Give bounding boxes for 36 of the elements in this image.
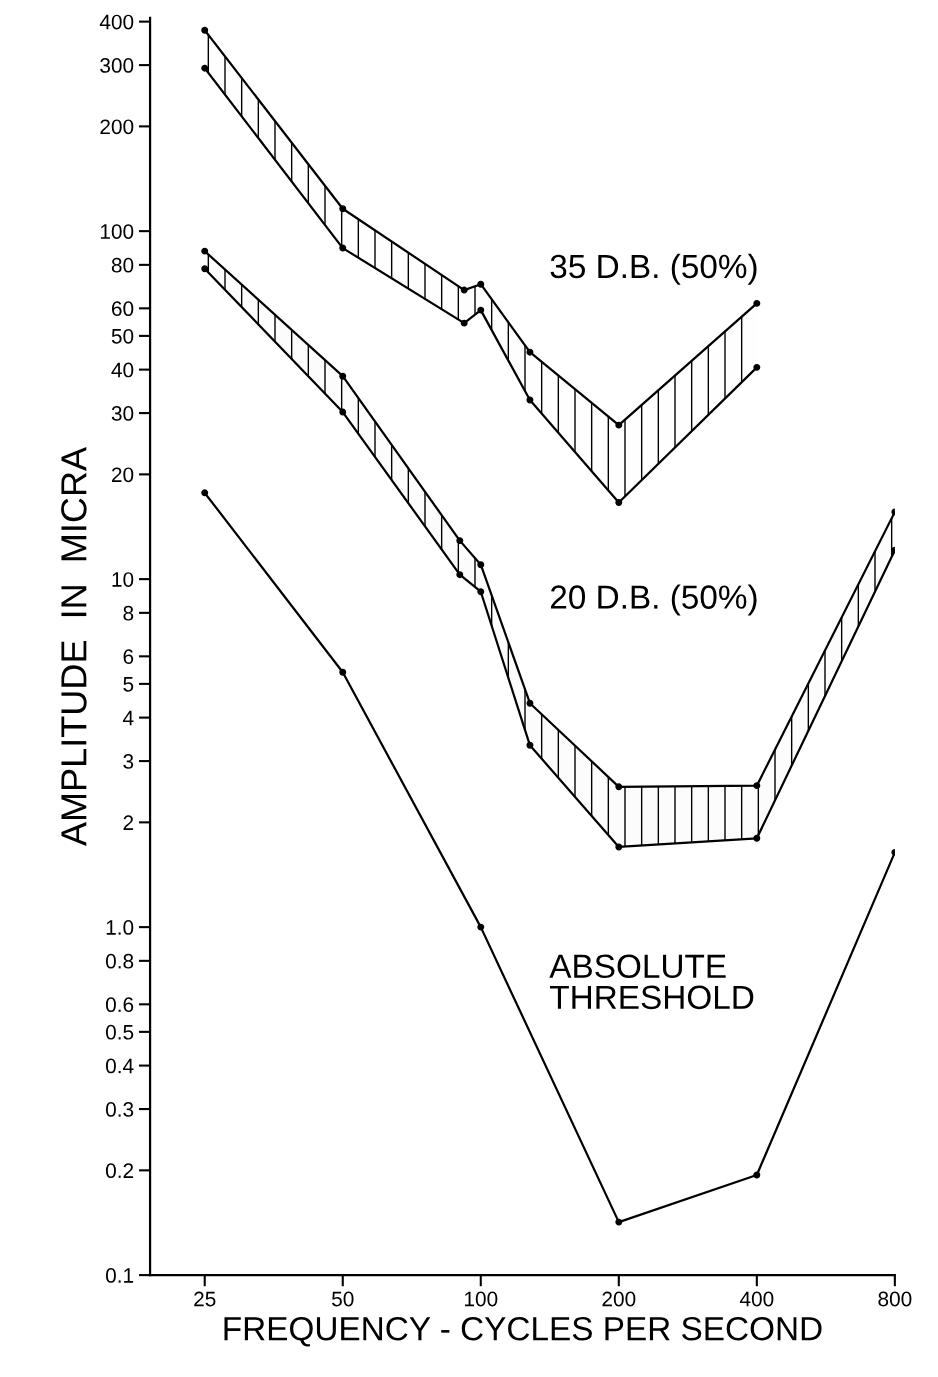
x-tick-label: 25 [194, 1291, 216, 1307]
y-tick-label: 40 [111, 362, 134, 378]
y-tick-label: 0.1 [105, 1268, 134, 1283]
y-tick-label: 6 [123, 649, 134, 665]
y-tick-label: 300 [100, 58, 134, 73]
y-tick-label: 10 [112, 572, 134, 587]
y-tick-label: 20 [111, 467, 134, 483]
y-tick-label: 3 [123, 754, 134, 769]
y-tick-label: 100 [100, 224, 134, 239]
x-tick-label: 800 [878, 1291, 912, 1307]
y-tick-label: 0.8 [105, 953, 134, 969]
y-tick-label: 8 [123, 605, 134, 621]
y-tick-label: 0.6 [105, 997, 134, 1013]
y-tick-label: 0.4 [105, 1058, 134, 1074]
annotation: 20 D.B. (50%) [550, 584, 757, 616]
y-tick-label: 60 [112, 301, 134, 317]
y-tick-label: 2 [123, 815, 134, 830]
y-axis-title: AMPLITUDE IN MICRA [61, 446, 87, 847]
y-tick-label: 200 [100, 119, 134, 135]
annotation: 35 D.B. (50%) [550, 253, 757, 285]
y-tick-label: 1.0 [106, 920, 134, 935]
x-tick-label: 400 [739, 1291, 774, 1307]
y-tick-label: 4 [123, 710, 134, 726]
y-tick-label: 5 [123, 677, 134, 692]
annotation: ABSOLUTE THRESHOLD [549, 954, 754, 1010]
x-tick-label: 100 [464, 1291, 498, 1307]
y-tick-label: 50 [111, 328, 134, 344]
y-tick-label: 400 [99, 14, 134, 30]
y-tick-label: 0.3 [105, 1102, 134, 1117]
y-tick-label: 0.5 [105, 1024, 134, 1040]
y-tick-label: 0.2 [105, 1163, 134, 1179]
x-tick-label: 50 [332, 1291, 354, 1307]
y-tick-label: 30 [111, 406, 134, 421]
x-axis-title: FREQUENCY - CYCLES PER SECOND [224, 1316, 822, 1347]
x-tick-label: 200 [602, 1291, 636, 1307]
y-tick-label: 80 [111, 257, 134, 273]
